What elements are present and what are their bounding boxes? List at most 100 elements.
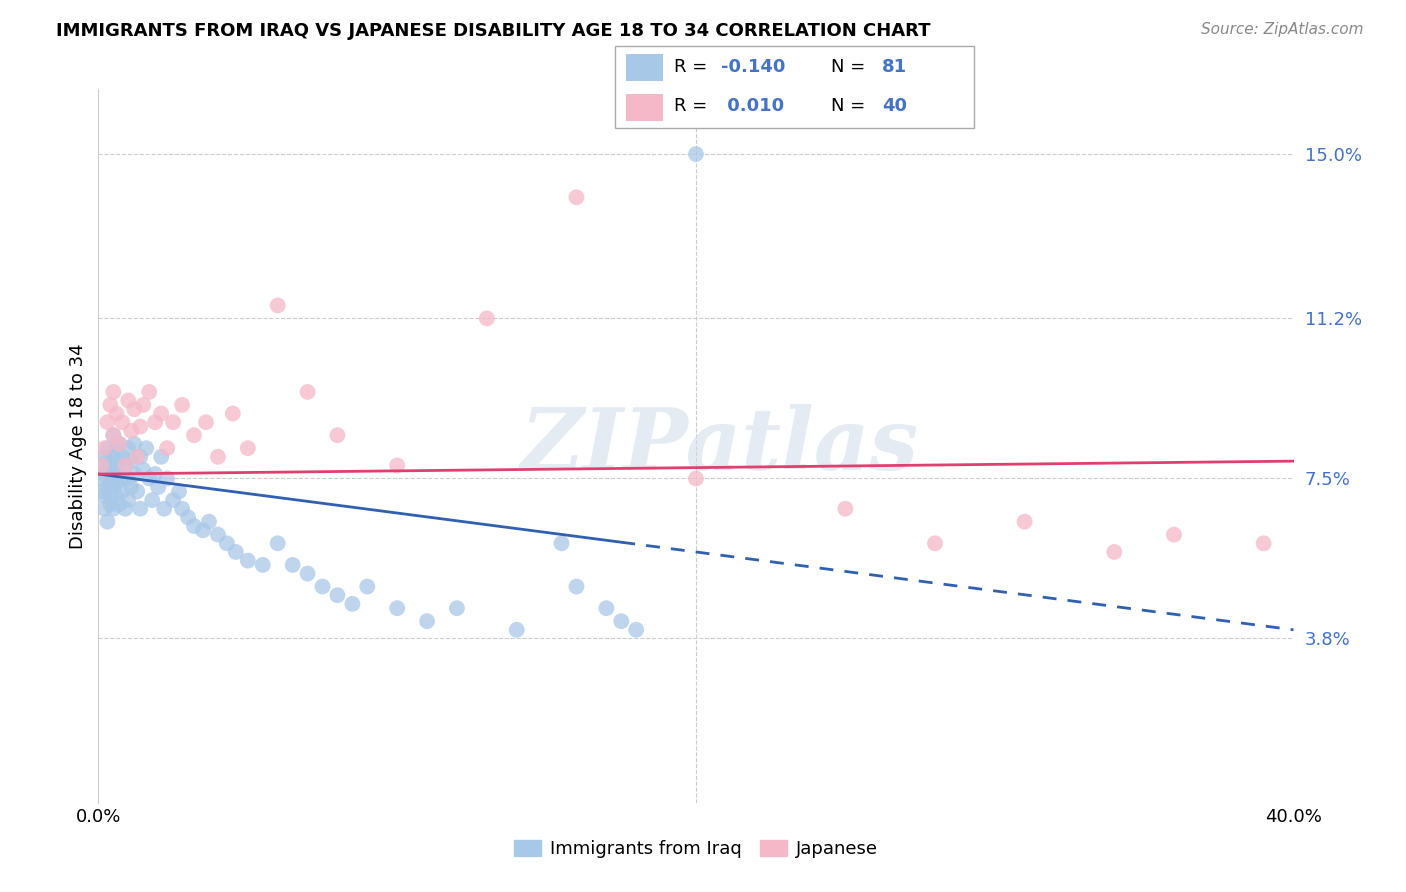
Point bbox=[191, 524, 214, 538]
Point bbox=[416, 614, 439, 628]
Point bbox=[150, 450, 173, 464]
Point bbox=[93, 450, 115, 464]
Point bbox=[129, 419, 152, 434]
FancyBboxPatch shape bbox=[626, 54, 662, 81]
Point bbox=[1253, 536, 1275, 550]
Point bbox=[96, 463, 118, 477]
Point bbox=[177, 510, 200, 524]
Point bbox=[342, 597, 364, 611]
Point bbox=[117, 471, 139, 485]
Text: R =: R = bbox=[673, 59, 713, 77]
Point bbox=[96, 515, 118, 529]
Point bbox=[183, 519, 205, 533]
Text: IMMIGRANTS FROM IRAQ VS JAPANESE DISABILITY AGE 18 TO 34 CORRELATION CHART: IMMIGRANTS FROM IRAQ VS JAPANESE DISABIL… bbox=[56, 22, 931, 40]
Point bbox=[108, 437, 131, 451]
Point bbox=[198, 515, 221, 529]
Point bbox=[167, 484, 190, 499]
Point bbox=[385, 601, 409, 615]
Point bbox=[1163, 527, 1185, 541]
Point bbox=[143, 467, 166, 482]
Point bbox=[610, 614, 633, 628]
Point bbox=[267, 298, 290, 312]
Text: Source: ZipAtlas.com: Source: ZipAtlas.com bbox=[1201, 22, 1364, 37]
Point bbox=[111, 484, 134, 499]
Point bbox=[96, 415, 118, 429]
Point bbox=[1014, 515, 1036, 529]
Point bbox=[267, 536, 290, 550]
Point bbox=[172, 501, 194, 516]
Point bbox=[550, 536, 572, 550]
Point bbox=[207, 527, 229, 541]
Point bbox=[114, 458, 136, 473]
Point bbox=[311, 580, 333, 594]
Point bbox=[281, 558, 304, 572]
Point bbox=[98, 497, 122, 511]
Point bbox=[96, 441, 118, 455]
Point bbox=[138, 384, 160, 399]
Point bbox=[150, 407, 173, 421]
Point bbox=[385, 458, 409, 473]
Point bbox=[156, 471, 179, 485]
Point bbox=[103, 501, 125, 516]
Point bbox=[135, 441, 157, 455]
Point bbox=[138, 471, 160, 485]
Point bbox=[103, 450, 125, 464]
Point bbox=[132, 463, 155, 477]
Point bbox=[111, 471, 134, 485]
Text: -0.140: -0.140 bbox=[721, 59, 786, 77]
Point bbox=[98, 458, 122, 473]
Point bbox=[98, 489, 122, 503]
Point bbox=[127, 450, 149, 464]
Point bbox=[834, 501, 856, 516]
Point bbox=[446, 601, 468, 615]
Point bbox=[156, 441, 179, 455]
Text: 0.010: 0.010 bbox=[721, 97, 785, 115]
Point bbox=[111, 450, 134, 464]
Point bbox=[90, 471, 112, 485]
Point bbox=[103, 480, 125, 494]
Point bbox=[103, 428, 125, 442]
Point bbox=[565, 190, 588, 204]
Point bbox=[117, 393, 139, 408]
Point bbox=[108, 454, 131, 468]
Point bbox=[93, 467, 115, 482]
Point bbox=[595, 601, 617, 615]
Text: R =: R = bbox=[673, 97, 713, 115]
Point bbox=[117, 493, 139, 508]
Point bbox=[506, 623, 529, 637]
Point bbox=[141, 493, 163, 508]
Point bbox=[236, 441, 259, 455]
Point bbox=[103, 428, 125, 442]
Point bbox=[183, 428, 205, 442]
Point bbox=[565, 580, 588, 594]
Point bbox=[114, 458, 136, 473]
Point bbox=[90, 458, 112, 473]
Point bbox=[1104, 545, 1126, 559]
Point bbox=[143, 415, 166, 429]
Point bbox=[124, 467, 146, 482]
Point bbox=[207, 450, 229, 464]
Point bbox=[93, 489, 115, 503]
Point bbox=[120, 424, 142, 438]
Point bbox=[195, 415, 218, 429]
Point bbox=[297, 384, 319, 399]
Point bbox=[124, 402, 146, 417]
Point bbox=[129, 501, 152, 516]
Point bbox=[685, 147, 707, 161]
Point bbox=[105, 407, 128, 421]
Point bbox=[172, 398, 194, 412]
Point bbox=[108, 497, 131, 511]
FancyBboxPatch shape bbox=[626, 94, 662, 120]
Point bbox=[153, 501, 176, 516]
Point bbox=[326, 588, 349, 602]
Point bbox=[252, 558, 274, 572]
Point bbox=[129, 450, 152, 464]
Point bbox=[124, 437, 146, 451]
Point bbox=[222, 407, 245, 421]
Point bbox=[111, 415, 134, 429]
Text: N =: N = bbox=[831, 97, 870, 115]
Point bbox=[475, 311, 498, 326]
Text: 40: 40 bbox=[882, 97, 907, 115]
Legend: Immigrants from Iraq, Japanese: Immigrants from Iraq, Japanese bbox=[506, 832, 886, 865]
Point bbox=[90, 484, 112, 499]
